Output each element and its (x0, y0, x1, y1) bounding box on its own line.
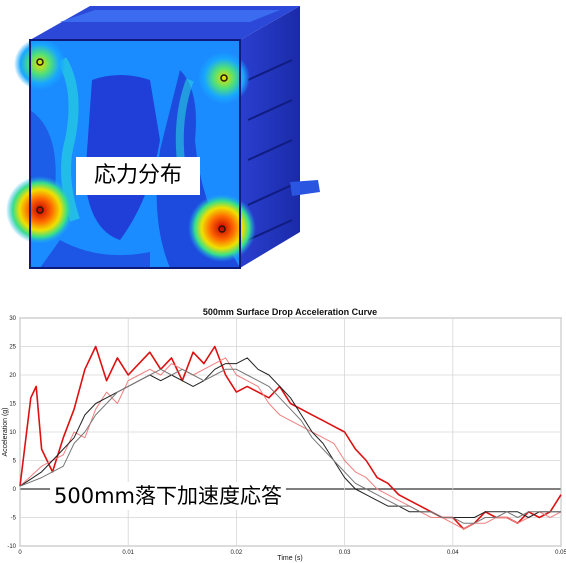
series-line-4 (19, 368, 561, 524)
y-tick-label: -5 (11, 516, 17, 522)
chart-overlay-label: 500mm落下加速度応答 (50, 482, 286, 510)
y-tick-labels: -10 -5 0 5 10 15 20 25 30 (7, 316, 16, 550)
y-tick-label: 30 (9, 316, 16, 322)
x-tick-label: 0.04 (447, 550, 459, 556)
chart-title: 500mm Surface Drop Acceleration Curve (203, 307, 377, 317)
y-tick-label: 25 (9, 345, 16, 351)
x-tick-label: 0.05 (555, 550, 566, 556)
x-tick-label: 0 (18, 550, 22, 556)
y-tick-label: 10 (9, 430, 16, 436)
x-tick-label: 0.01 (122, 550, 134, 556)
y-tick-label: -10 (7, 544, 16, 550)
x-axis-label: Time (s) (277, 555, 302, 562)
x-tick-label: 0.03 (339, 550, 351, 556)
stress-distribution-label: 応力分布 (76, 157, 200, 195)
y-axis-label: Acceleration (g) (2, 407, 9, 456)
y-tick-label: 15 (9, 402, 16, 408)
x-tick-labels: 0 0.01 0.02 0.03 0.04 0.05 (18, 550, 566, 556)
y-tick-label: 5 (13, 459, 17, 465)
acceleration-chart: 500mm Surface Drop Acceleration Curve -1… (0, 300, 566, 563)
series-lines (19, 345, 562, 530)
stress-distribution-image (6, 6, 320, 269)
x-tick-label: 0.02 (231, 550, 243, 556)
y-tick-label: 0 (13, 487, 17, 493)
y-tick-label: 20 (9, 373, 16, 379)
